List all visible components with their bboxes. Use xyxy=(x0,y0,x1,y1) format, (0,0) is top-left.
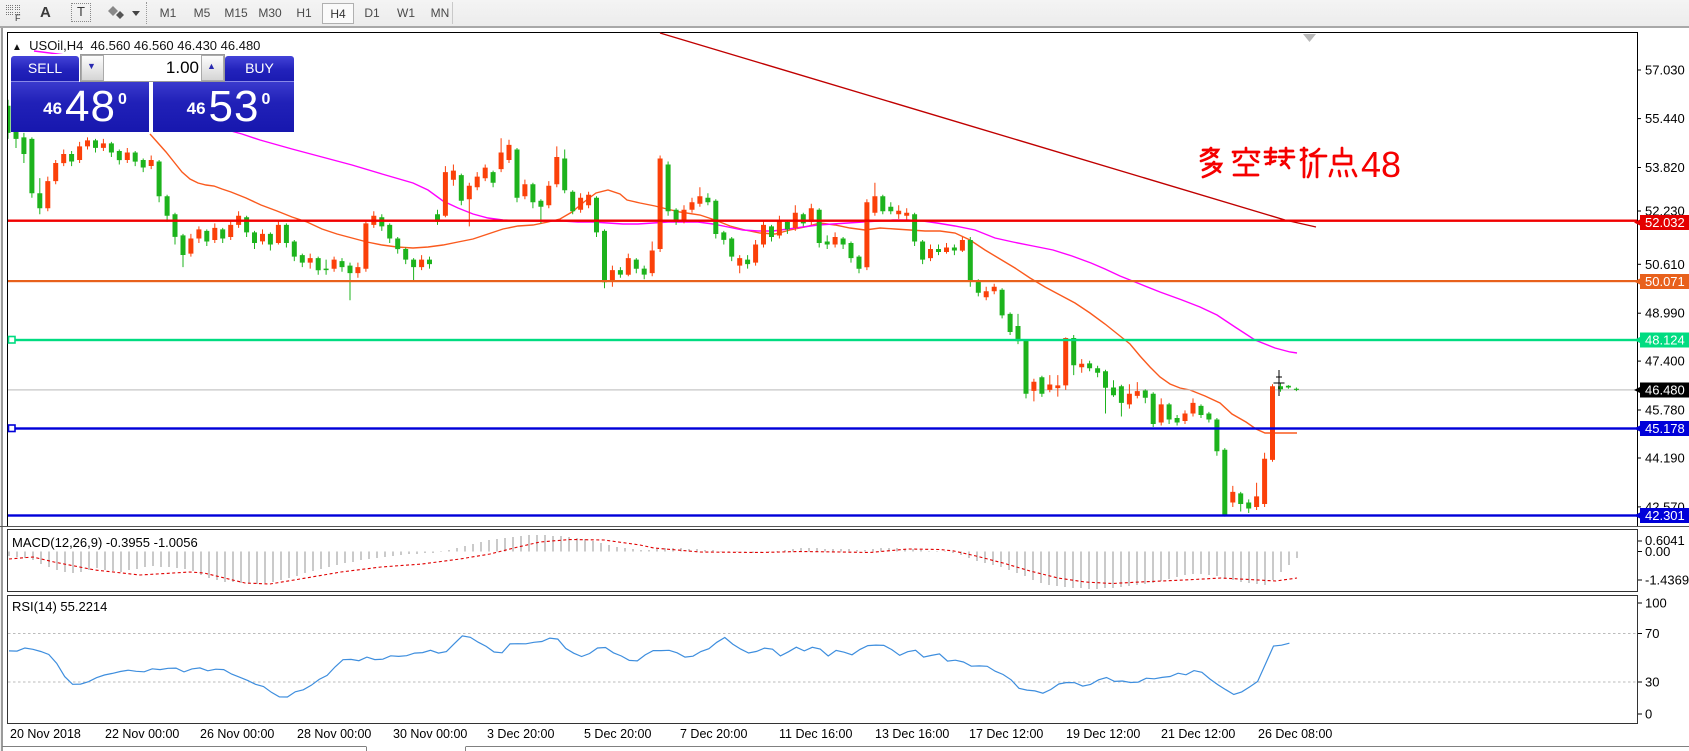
svg-text:50.071: 50.071 xyxy=(1645,274,1685,289)
svg-text:3 Dec 20:00: 3 Dec 20:00 xyxy=(487,727,554,741)
svg-text:-1.4369: -1.4369 xyxy=(1645,573,1689,588)
svg-text:53.820: 53.820 xyxy=(1645,160,1685,175)
svg-text:30 Nov 00:00: 30 Nov 00:00 xyxy=(393,727,467,741)
svg-text:30: 30 xyxy=(1645,675,1659,690)
svg-text:46.480: 46.480 xyxy=(1645,383,1685,398)
svg-text:48.124: 48.124 xyxy=(1645,333,1685,348)
svg-text:7 Dec 20:00: 7 Dec 20:00 xyxy=(680,727,747,741)
svg-text:70: 70 xyxy=(1645,626,1659,641)
svg-text:17 Dec 12:00: 17 Dec 12:00 xyxy=(969,727,1043,741)
svg-text:0.00: 0.00 xyxy=(1645,544,1670,559)
svg-text:100: 100 xyxy=(1645,596,1667,611)
svg-text:26 Nov 00:00: 26 Nov 00:00 xyxy=(200,727,274,741)
svg-text:21 Dec 12:00: 21 Dec 12:00 xyxy=(1161,727,1235,741)
svg-text:26 Dec 08:00: 26 Dec 08:00 xyxy=(1258,727,1332,741)
svg-text:44.190: 44.190 xyxy=(1645,451,1685,466)
svg-text:28 Nov 00:00: 28 Nov 00:00 xyxy=(297,727,371,741)
svg-text:22 Nov 00:00: 22 Nov 00:00 xyxy=(105,727,179,741)
svg-text:20 Nov 2018: 20 Nov 2018 xyxy=(10,727,81,741)
svg-text:MACD(12,26,9) -0.3955 -1.0056: MACD(12,26,9) -0.3955 -1.0056 xyxy=(12,535,198,550)
svg-text:RSI(14) 55.2214: RSI(14) 55.2214 xyxy=(12,599,107,614)
svg-text:19 Dec 12:00: 19 Dec 12:00 xyxy=(1066,727,1140,741)
svg-text:13 Dec 16:00: 13 Dec 16:00 xyxy=(875,727,949,741)
svg-text:48: 48 xyxy=(1361,144,1401,185)
svg-text:47.400: 47.400 xyxy=(1645,354,1685,369)
svg-text:45.780: 45.780 xyxy=(1645,403,1685,418)
svg-text:52.032: 52.032 xyxy=(1645,215,1685,230)
svg-text:48.990: 48.990 xyxy=(1645,306,1685,321)
svg-text:45.178: 45.178 xyxy=(1645,421,1685,436)
svg-text:50.610: 50.610 xyxy=(1645,257,1685,272)
svg-text:52.230: 52.230 xyxy=(1645,204,1685,219)
svg-text:57.030: 57.030 xyxy=(1645,63,1685,78)
svg-text:42.301: 42.301 xyxy=(1645,508,1685,523)
svg-text:0.6041: 0.6041 xyxy=(1645,533,1685,548)
svg-text:55.440: 55.440 xyxy=(1645,111,1685,126)
svg-text:F: F xyxy=(15,13,21,23)
svg-text:11 Dec 16:00: 11 Dec 16:00 xyxy=(779,727,852,741)
svg-text:0: 0 xyxy=(1645,707,1652,722)
svg-text:5 Dec 20:00: 5 Dec 20:00 xyxy=(584,727,651,741)
